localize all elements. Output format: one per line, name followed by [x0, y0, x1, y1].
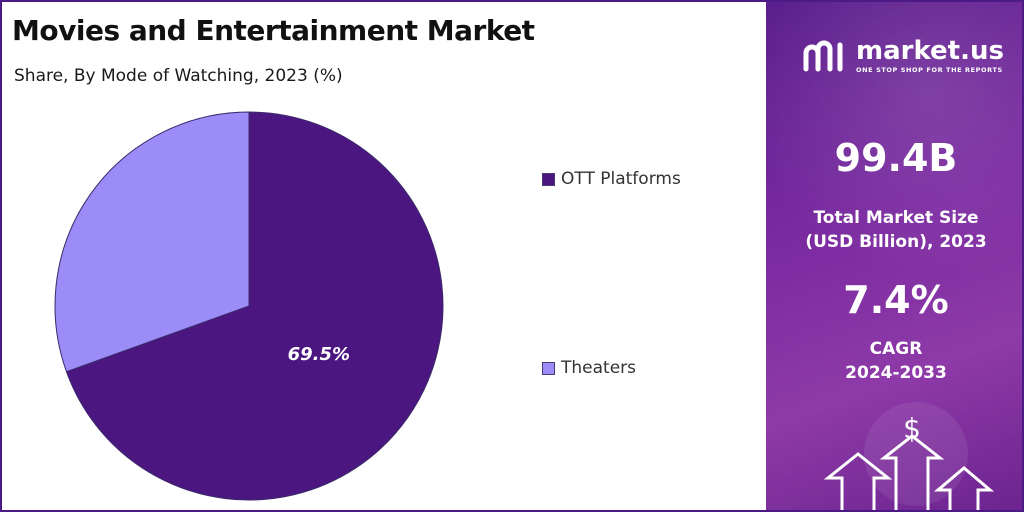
legend-swatch-ott-platforms — [542, 172, 555, 186]
cagr-label-line1: CAGR — [869, 339, 923, 359]
legend-label-theaters: Theaters — [561, 358, 637, 378]
chart-title: Movies and Entertainment Market — [12, 14, 535, 47]
svg-text:$: $ — [903, 412, 921, 445]
legend-item-theaters: Theaters — [542, 358, 636, 378]
brand-name: market.us — [856, 36, 1004, 66]
market-size-value: 99.4B — [834, 136, 958, 180]
legend-swatch-theaters — [542, 361, 555, 375]
market-us-logo-icon — [803, 40, 843, 72]
arrow-up-icon — [823, 434, 995, 510]
market-size-label-line1: Total Market Size — [813, 208, 979, 228]
chart-subtitle: Share, By Mode of Watching, 2023 (%) — [14, 66, 343, 86]
dollar-icon: $ — [903, 412, 921, 445]
chart-legend: OTT Platforms Theaters — [542, 2, 762, 510]
stats-panel: market.us ONE STOP SHOP FOR THE REPORTS … — [766, 2, 1022, 510]
cagr-label-line2: 2024-2033 — [845, 363, 947, 383]
pie-data-label-ott-platforms: 69.5% — [288, 344, 350, 365]
market-size-label-line2: (USD Billion), 2023 — [805, 232, 987, 252]
pie-slice-ott-platforms — [65, 111, 444, 501]
pie-slice-theaters — [54, 111, 250, 373]
brand-logo: market.us ONE STOP SHOP FOR THE REPORTS — [802, 38, 1004, 74]
brand-tagline: ONE STOP SHOP FOR THE REPORTS — [856, 66, 1003, 74]
market-size-label: Total Market Size (USD Billion), 2023 — [766, 206, 1022, 254]
legend-item-ott-platforms: OTT Platforms — [542, 169, 681, 189]
legend-label-ott-platforms: OTT Platforms — [561, 169, 681, 189]
growth-decoration: $ — [823, 402, 995, 510]
pie-chart: 69.5% — [54, 111, 444, 501]
cagr-value: 7.4% — [843, 278, 949, 322]
cagr-label: CAGR 2024-2033 — [766, 337, 1022, 385]
